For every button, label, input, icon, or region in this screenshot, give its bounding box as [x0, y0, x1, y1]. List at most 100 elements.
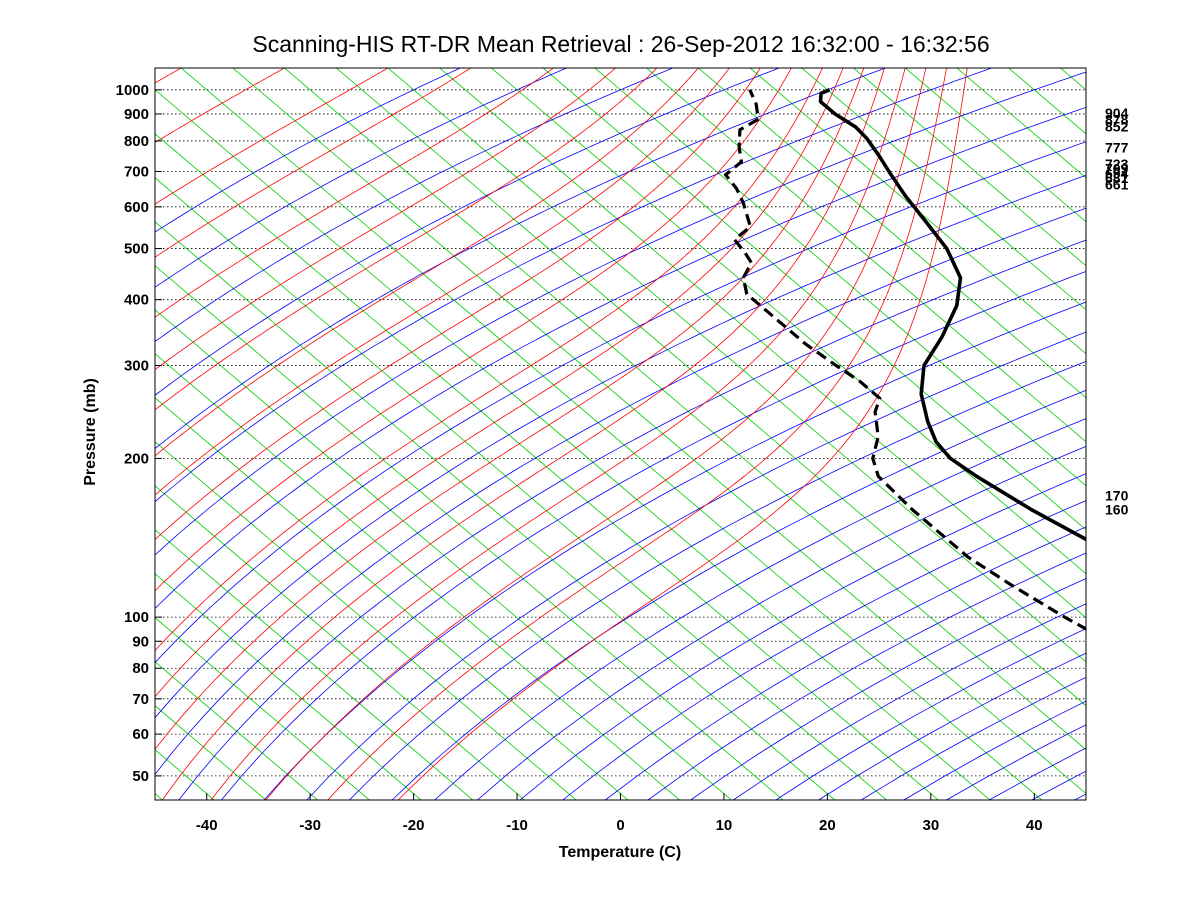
isotherm-line [645, 68, 1086, 443]
side-label: 160 [1105, 502, 1129, 518]
y-tick-label: 100 [124, 609, 149, 626]
dry-adiabat-line [155, 68, 568, 288]
moist-adiabat-line [155, 68, 285, 143]
side-label: 904 [1105, 105, 1129, 121]
data-series [724, 88, 1086, 631]
y-axis-label: Pressure (mb) [82, 378, 99, 486]
temperature-profile-line [818, 88, 1086, 542]
isotherm-line [155, 397, 629, 800]
dry-adiabat-line [155, 106, 1086, 610]
y-tick-label: 50 [132, 768, 149, 785]
y-tick-label: 300 [124, 358, 149, 375]
moist-adiabat-line [265, 68, 927, 800]
side-label: 681 [1105, 170, 1129, 186]
isotherm-line [697, 68, 1086, 399]
isotherm-line [749, 68, 1086, 355]
y-tick-label: 400 [124, 292, 149, 309]
moist-adiabat-line [155, 68, 792, 592]
isotherm-line [155, 221, 836, 800]
moist-adiabat-line [155, 68, 616, 371]
moist-adiabat-line [155, 68, 554, 318]
y-tick-label: 600 [124, 199, 149, 216]
side-label: 723 [1105, 156, 1129, 172]
thermo-background-lines [155, 68, 1086, 800]
side-label: 709 [1105, 161, 1129, 177]
moist-adiabat-line [327, 68, 947, 800]
isotherm-line [439, 68, 1086, 619]
dry-adiabat-line [263, 301, 1086, 800]
moist-adiabat-line [155, 68, 471, 258]
y-tick-label: 90 [132, 633, 149, 650]
moist-adiabat-line [210, 68, 906, 800]
isotherm-line [542, 68, 1086, 531]
y-tick-label: 500 [124, 241, 149, 258]
moist-adiabat-line [155, 68, 761, 541]
y-tick-label: 60 [132, 726, 149, 743]
dry-adiabat-line [155, 141, 1086, 664]
y-tick-label: 80 [132, 660, 149, 677]
isotherm-line [155, 133, 939, 800]
dry-adiabat-line [155, 68, 462, 233]
isotherm-line [490, 68, 1086, 575]
isotherm-line [232, 68, 1086, 795]
dry-adiabat-line [155, 68, 993, 503]
pressure-gridlines [155, 89, 1086, 777]
side-label: 661 [1105, 177, 1129, 193]
dry-adiabat-line [391, 389, 1086, 800]
x-axis-label: Temperature (C) [559, 844, 681, 861]
isotherm-line [283, 68, 1086, 751]
dry-adiabat-line [178, 239, 1086, 800]
dry-adiabat-line [155, 68, 887, 450]
moist-adiabat-line [155, 68, 658, 411]
dry-adiabat-line [155, 207, 1086, 776]
moist-adiabat-line [155, 68, 699, 457]
moist-adiabat-line [155, 68, 389, 205]
moist-adiabat-line [155, 68, 730, 496]
dry-adiabat-line [434, 418, 1086, 800]
x-tick-label: 40 [1026, 817, 1043, 834]
x-tick-label: 0 [616, 817, 624, 834]
moist-adiabat-line [155, 68, 865, 750]
dry-adiabat-line [155, 68, 674, 342]
moist-adiabat-line [397, 68, 968, 800]
isotherm-line [852, 68, 1086, 267]
side-label: 852 [1105, 119, 1129, 135]
isotherm-line [155, 529, 474, 800]
isotherm-line [155, 441, 577, 800]
side-label: 878 [1105, 112, 1129, 128]
dry-adiabat-line [220, 271, 1086, 800]
isotherm-line [155, 617, 370, 800]
isotherm-line [335, 68, 1086, 707]
dry-adiabat-line [155, 71, 1086, 556]
side-label: 694 [1105, 165, 1129, 181]
x-tick-label: 10 [716, 817, 733, 834]
y-tick-label: 70 [132, 691, 149, 708]
chart-title: Scanning-HIS RT-DR Mean Retrieval : 26-S… [252, 31, 989, 57]
isotherm-line [801, 68, 1086, 311]
moist-adiabat-line [155, 68, 823, 652]
x-tick-label: 20 [819, 817, 836, 834]
x-tick-label: -10 [506, 817, 528, 834]
isotherm-line [904, 68, 1086, 223]
y-axis-ticks: 50 60 70 80 90 100 200 300 400 500 600 700 800 900 100… [116, 82, 162, 785]
dry-adiabat-line [348, 361, 1086, 800]
y-tick-label: 800 [124, 133, 149, 150]
isotherm-line [155, 661, 319, 800]
side-label: 170 [1105, 488, 1129, 504]
dry-adiabat-line [155, 174, 1086, 719]
dewpoint-profile-line [724, 89, 1086, 631]
x-tick-label: -40 [196, 817, 218, 834]
x-tick-label: 30 [922, 817, 939, 834]
isotherm-line [155, 353, 681, 800]
x-tick-label: -30 [299, 817, 321, 834]
moist-adiabat-line [161, 68, 885, 800]
isotherm-line [155, 309, 732, 800]
dry-adiabat-line [155, 68, 781, 396]
side-label: 777 [1105, 140, 1129, 156]
y-tick-label: 1000 [116, 82, 149, 99]
x-axis-ticks: -40 -30 -20 -10 0 10 20 30 40 [196, 793, 1043, 834]
isotherm-line [155, 177, 888, 800]
